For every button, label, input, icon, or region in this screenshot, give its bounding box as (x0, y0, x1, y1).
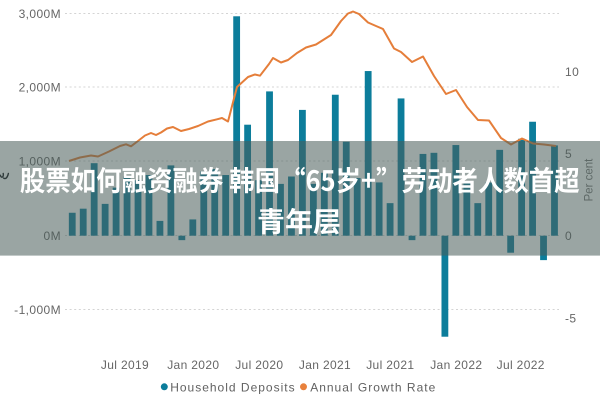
svg-text:Jan 2021: Jan 2021 (299, 358, 351, 372)
svg-text:Jul 2021: Jul 2021 (366, 358, 414, 372)
svg-text:Jul 2022: Jul 2022 (497, 358, 545, 372)
svg-text:-1,000M: -1,000M (14, 303, 61, 317)
svg-text:Jul 2019: Jul 2019 (101, 358, 149, 372)
svg-text:2,000M: 2,000M (19, 80, 61, 94)
svg-text:Household Deposits: Household Deposits (170, 381, 295, 395)
svg-text:10: 10 (565, 65, 579, 79)
svg-text:Jan 2022: Jan 2022 (430, 358, 482, 372)
svg-text:3,000M: 3,000M (19, 7, 61, 21)
svg-text:Annual Growth Rate: Annual Growth Rate (310, 381, 436, 395)
svg-text:Jul 2020: Jul 2020 (235, 358, 283, 372)
svg-text:-5: -5 (565, 311, 576, 325)
svg-text:Jan 2020: Jan 2020 (167, 358, 219, 372)
